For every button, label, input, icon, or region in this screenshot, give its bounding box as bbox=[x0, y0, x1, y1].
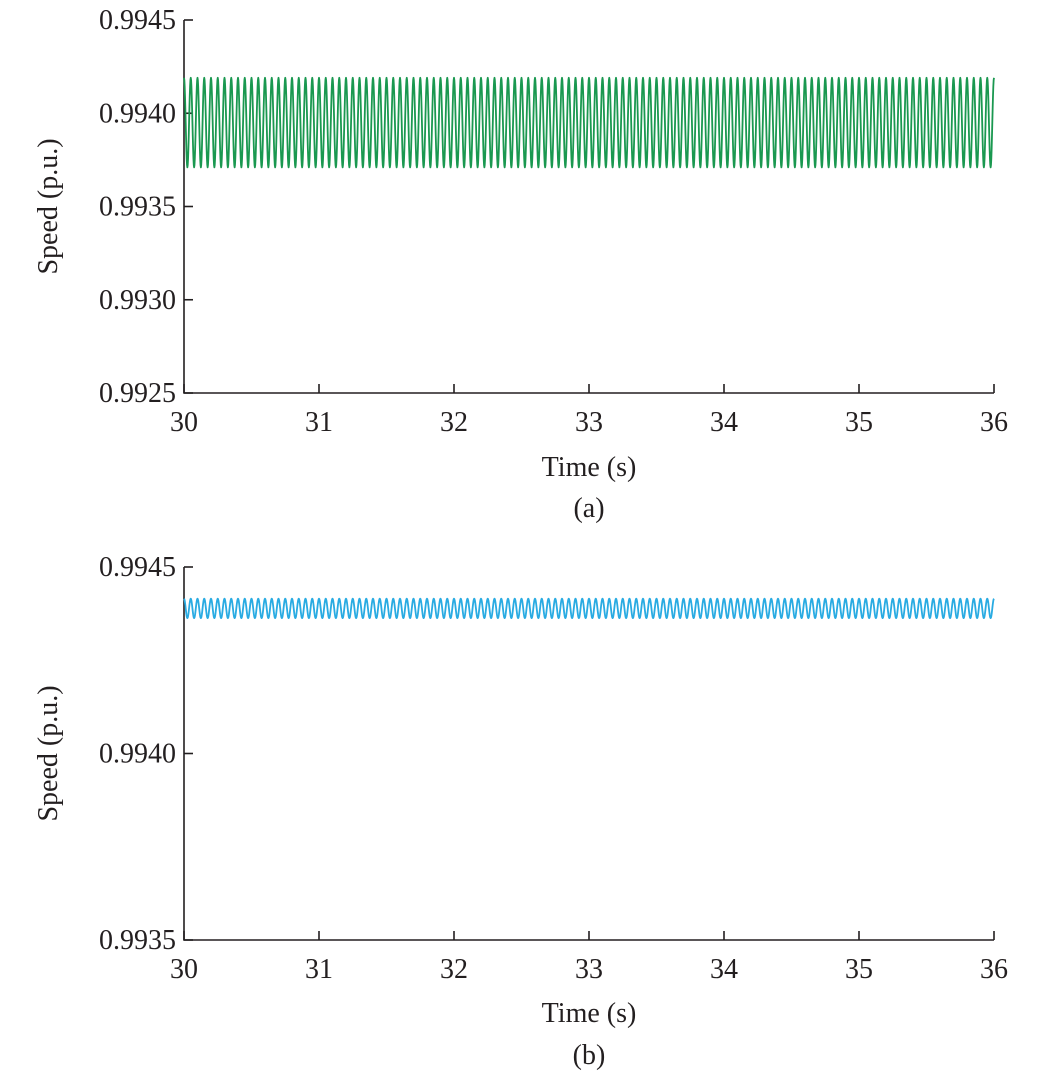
axes bbox=[183, 567, 994, 941]
chart-panel-a: 30 31 32 33 34 35 36 0.9925 0.9930 0.9935 0.9940 0.… bbox=[33, 5, 1008, 524]
y-tick-label: 0.9935 bbox=[99, 925, 176, 956]
x-tick-label: 31 bbox=[305, 954, 333, 985]
x-tick-label: 34 bbox=[710, 407, 738, 438]
x-tick-label: 36 bbox=[980, 954, 1008, 985]
y-axis-label: Speed (p.u.) bbox=[33, 138, 64, 274]
x-tick-label: 33 bbox=[575, 954, 603, 985]
x-tick-label: 31 bbox=[305, 407, 333, 438]
y-tick-label: 0.9940 bbox=[99, 739, 176, 770]
y-tick-label: 0.9925 bbox=[99, 378, 176, 409]
x-tick-label: 34 bbox=[710, 954, 738, 985]
y-tick-label: 0.9945 bbox=[99, 552, 176, 583]
x-tick-label: 30 bbox=[170, 954, 198, 985]
y-tick-label: 0.9940 bbox=[99, 98, 176, 129]
x-tick-label: 30 bbox=[170, 407, 198, 438]
x-tick-label: 36 bbox=[980, 407, 1008, 438]
series-line bbox=[183, 76, 995, 169]
y-axis-label: Speed (p.u.) bbox=[33, 685, 64, 821]
x-axis-label: Time (s) bbox=[542, 452, 637, 483]
x-tick-label: 35 bbox=[845, 954, 873, 985]
panel-caption: (b) bbox=[573, 1040, 606, 1071]
chart-panel-b: 30 31 32 33 34 35 36 0.9935 0.9940 0.9945 Speed (p… bbox=[33, 552, 1008, 1071]
axes bbox=[183, 20, 994, 394]
x-tick-label: 33 bbox=[575, 407, 603, 438]
x-tick-label: 32 bbox=[440, 954, 468, 985]
series-line bbox=[183, 597, 995, 619]
panel-caption: (a) bbox=[573, 493, 604, 524]
y-tick-label: 0.9930 bbox=[99, 285, 176, 316]
x-tick-label: 35 bbox=[845, 407, 873, 438]
y-tick-label: 0.9945 bbox=[99, 5, 176, 36]
y-tick-label: 0.9935 bbox=[99, 192, 176, 223]
x-tick-label: 32 bbox=[440, 407, 468, 438]
x-axis-label: Time (s) bbox=[542, 998, 637, 1029]
